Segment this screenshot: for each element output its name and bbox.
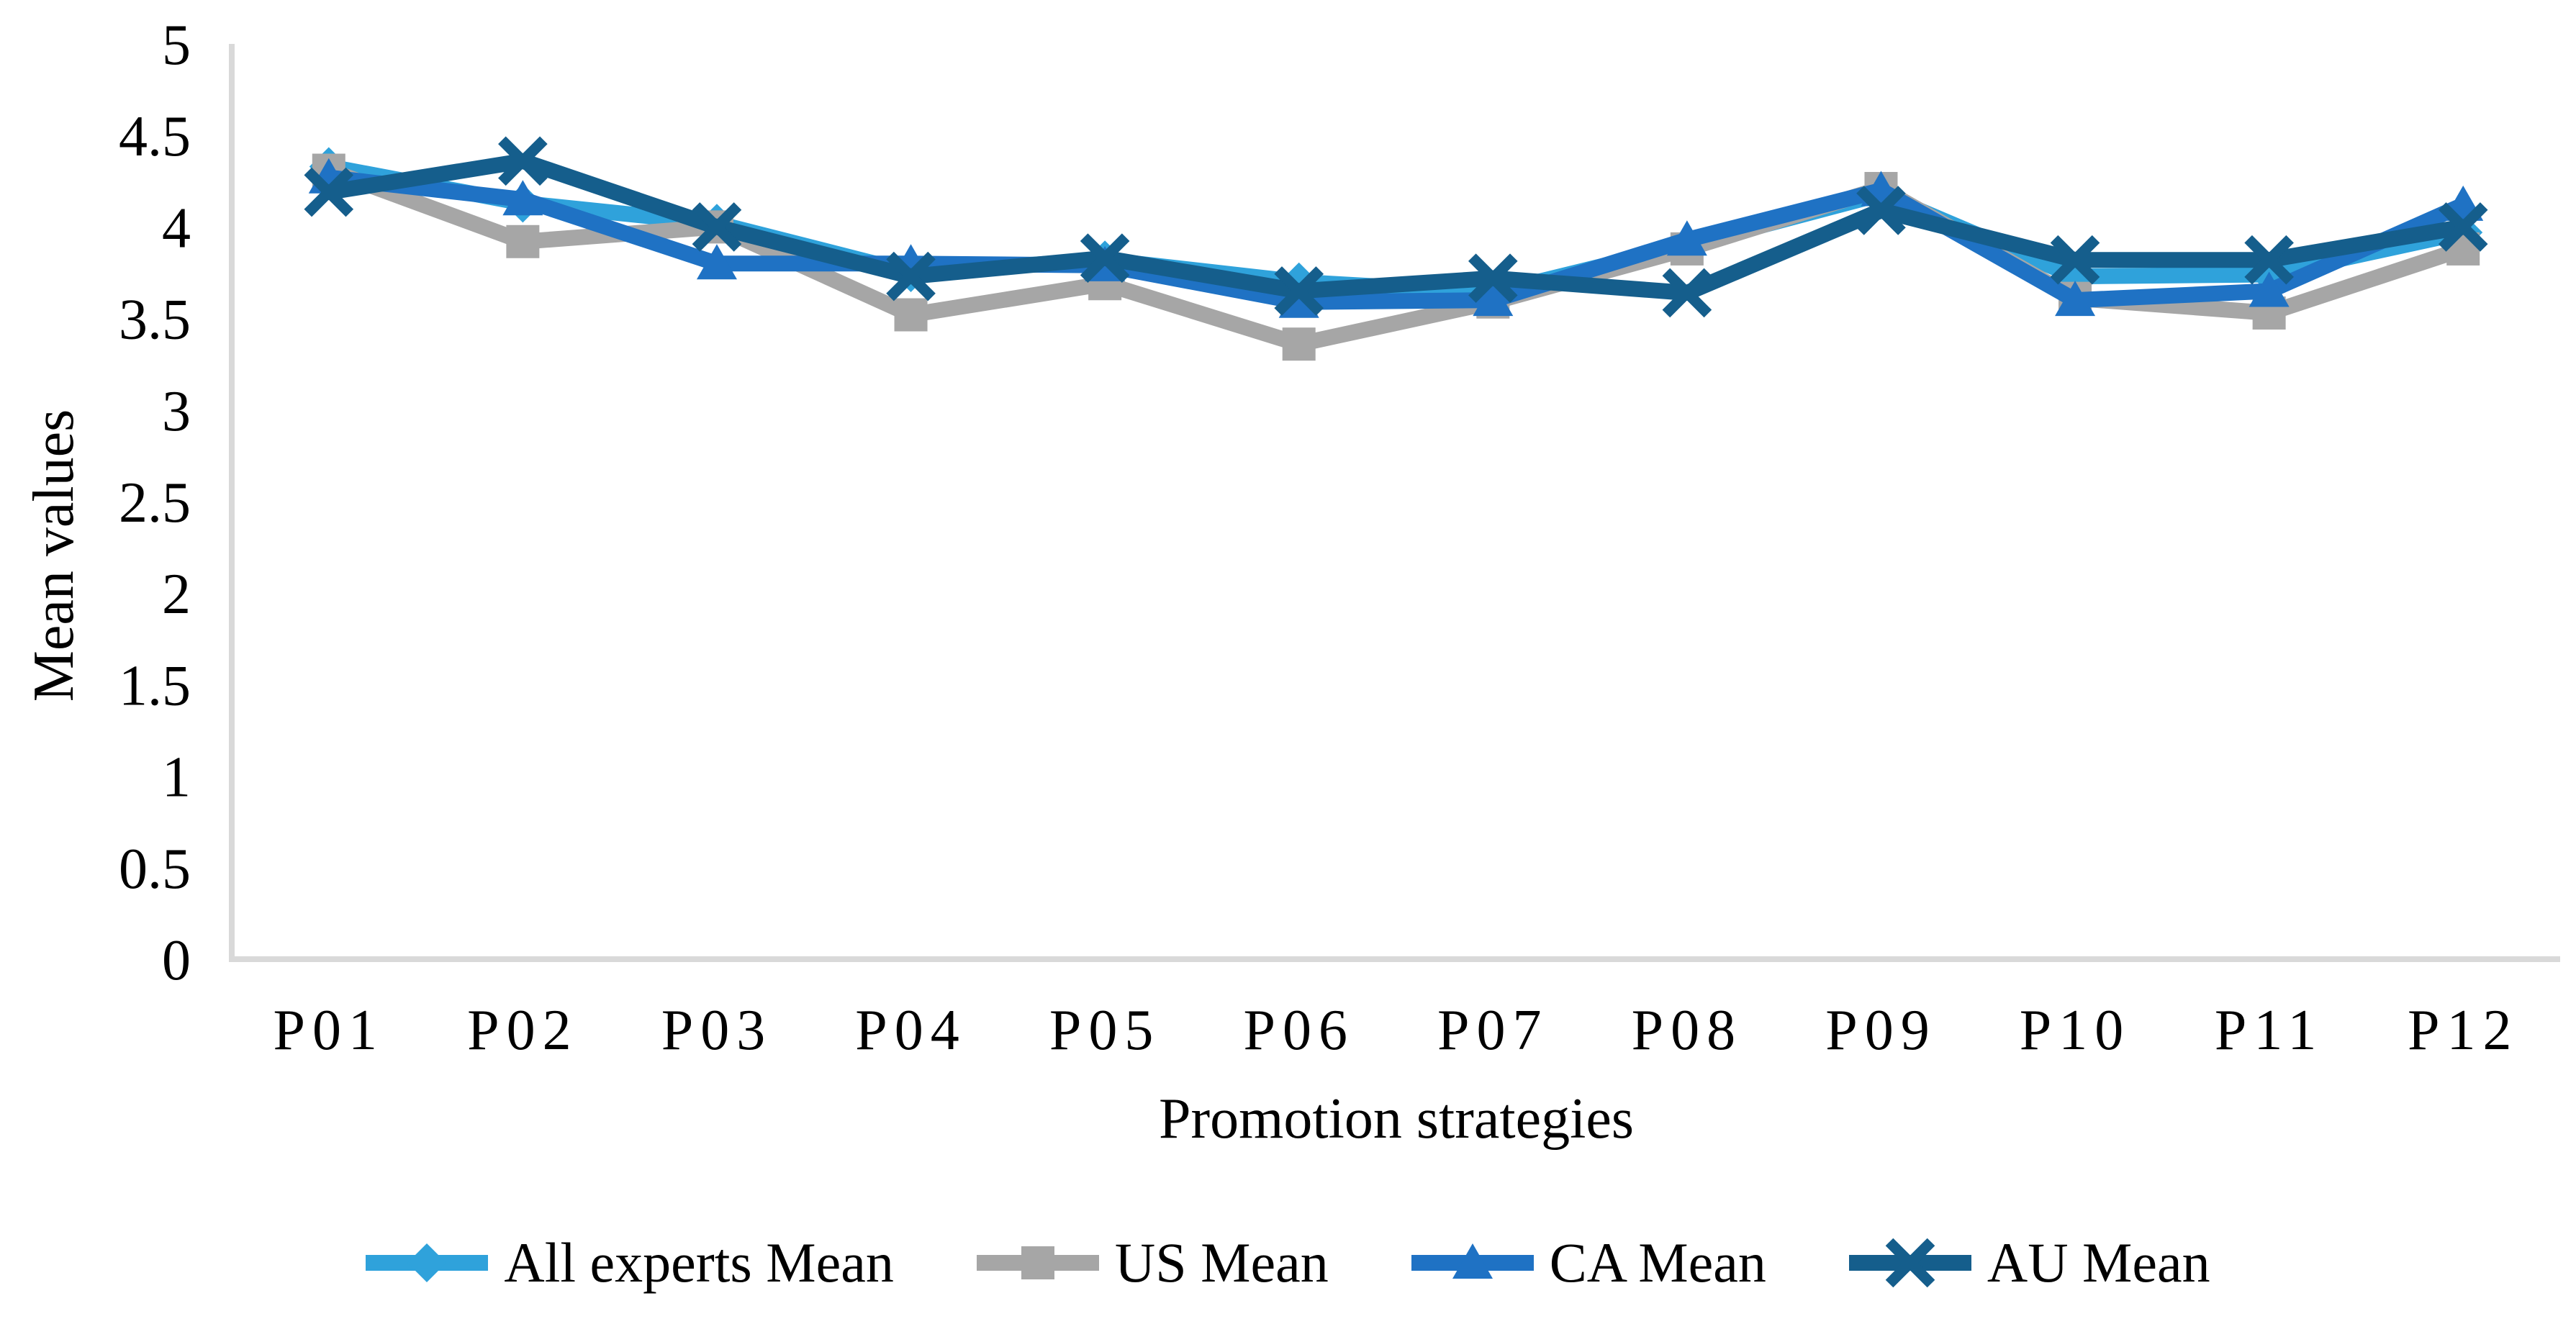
legend-label: US Mean xyxy=(1114,1231,1329,1294)
x-category-label: P07 xyxy=(1437,999,1549,1062)
x-category-label: P01 xyxy=(274,999,385,1062)
y-tick-label: 4.5 xyxy=(119,105,191,168)
x-marker-P04 xyxy=(886,251,936,301)
y-tick-label: 0 xyxy=(162,929,191,992)
y-tick-label: 4 xyxy=(162,196,191,260)
triangle-marker-P10 xyxy=(2055,281,2096,317)
y-tick-label: 2.5 xyxy=(119,471,191,535)
square-marker-P04 xyxy=(894,298,928,332)
x-category-label: P12 xyxy=(2408,999,2519,1062)
legend-item-all-experts-mean: All experts Mean xyxy=(366,1223,894,1302)
x-marker-P01 xyxy=(304,167,354,217)
y-tick-label: 0.5 xyxy=(119,838,191,901)
triangle-marker-P07 xyxy=(1473,281,1514,317)
y-tick-label: 3 xyxy=(162,380,191,443)
y-tick-label: 1 xyxy=(162,746,191,810)
triangle-marker-P02 xyxy=(502,180,543,216)
legend-label: All experts Mean xyxy=(504,1231,894,1294)
x-category-label: P10 xyxy=(2020,999,2131,1062)
square-marker-P06 xyxy=(1282,327,1316,361)
diamond-legend-marker-icon xyxy=(366,1243,489,1282)
x-category-label: P02 xyxy=(467,999,579,1062)
series-line-ca-mean xyxy=(320,169,2472,310)
y-tick-label: 1.5 xyxy=(119,654,191,717)
y-tick-label: 5 xyxy=(162,14,191,77)
square-legend-marker-icon xyxy=(976,1246,1099,1279)
x-category-label: P06 xyxy=(1243,999,1355,1062)
triangle-marker-P11 xyxy=(2249,271,2290,307)
series-line-au-mean xyxy=(320,153,2472,301)
triangle-legend-marker-icon xyxy=(1411,1243,1534,1279)
x-marker-P10 xyxy=(2050,235,2100,285)
x-category-label: P09 xyxy=(1825,999,1937,1062)
x-marker-P07 xyxy=(1468,253,1518,303)
x-category-label: P08 xyxy=(1632,999,1743,1062)
legend-item-ca-mean: CA Mean xyxy=(1411,1223,1766,1302)
x-category-label: P03 xyxy=(661,999,773,1062)
x-marker-P03 xyxy=(692,202,742,252)
x-marker-P09 xyxy=(1856,186,1906,235)
triangle-marker-P03 xyxy=(696,244,737,280)
triangle-marker-P08 xyxy=(1666,220,1707,256)
x-category-label: P04 xyxy=(855,999,967,1062)
x-marker-P11 xyxy=(2244,235,2294,285)
y-axis-title: Mean values xyxy=(22,409,86,702)
x-marker-P08 xyxy=(1662,268,1712,318)
square-marker-P02 xyxy=(506,225,540,258)
legend-item-us-mean: US Mean xyxy=(976,1223,1329,1302)
x-marker-P12 xyxy=(2438,202,2488,252)
legend: All experts Mean US Mean CA Mean AU Mean xyxy=(0,1216,2576,1310)
legend-label: CA Mean xyxy=(1549,1231,1766,1294)
x-category-label: P05 xyxy=(1049,999,1161,1062)
legend-label: AU Mean xyxy=(1987,1231,2210,1294)
y-tick-label: 2 xyxy=(162,563,191,626)
x-legend-marker-icon xyxy=(1848,1238,1971,1288)
triangle-marker-P06 xyxy=(1278,282,1319,318)
x-category-label: P11 xyxy=(2215,999,2324,1062)
x-marker-P02 xyxy=(498,136,548,186)
x-marker-P06 xyxy=(1274,266,1324,316)
legend-item-au-mean: AU Mean xyxy=(1848,1223,2210,1302)
y-tick-label: 3.5 xyxy=(119,289,191,352)
x-marker-P05 xyxy=(1080,233,1130,283)
x-axis-title: Promotion strategies xyxy=(1159,1087,1634,1151)
